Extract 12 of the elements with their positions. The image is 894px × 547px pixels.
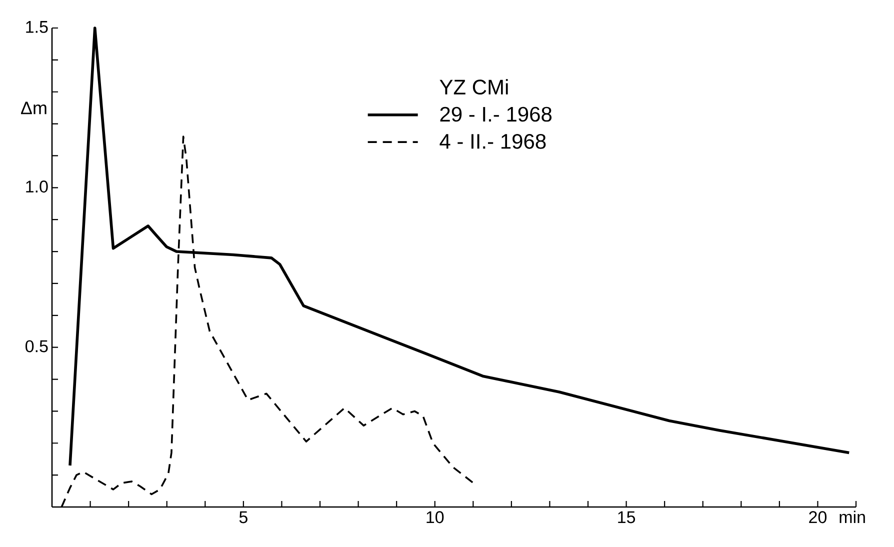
x-tick-label: 15	[618, 511, 636, 524]
legend-title: YZ CMi	[440, 79, 508, 95]
y-tick-label: 1.0	[26, 180, 48, 193]
x-tick-label: 5	[239, 511, 248, 524]
y-tick-label: 1.5	[26, 21, 48, 33]
y-tick-label: 0.5	[26, 340, 48, 352]
x-axis-title: min	[840, 510, 865, 524]
legend-label: 29 - I.- 1968	[440, 106, 552, 122]
x-tick-label: 10	[426, 511, 444, 524]
y-axis-title: Δm	[20, 102, 46, 114]
legend-label: 4 - II.- 1968	[440, 134, 546, 149]
x-tick-label: 20	[809, 511, 827, 524]
